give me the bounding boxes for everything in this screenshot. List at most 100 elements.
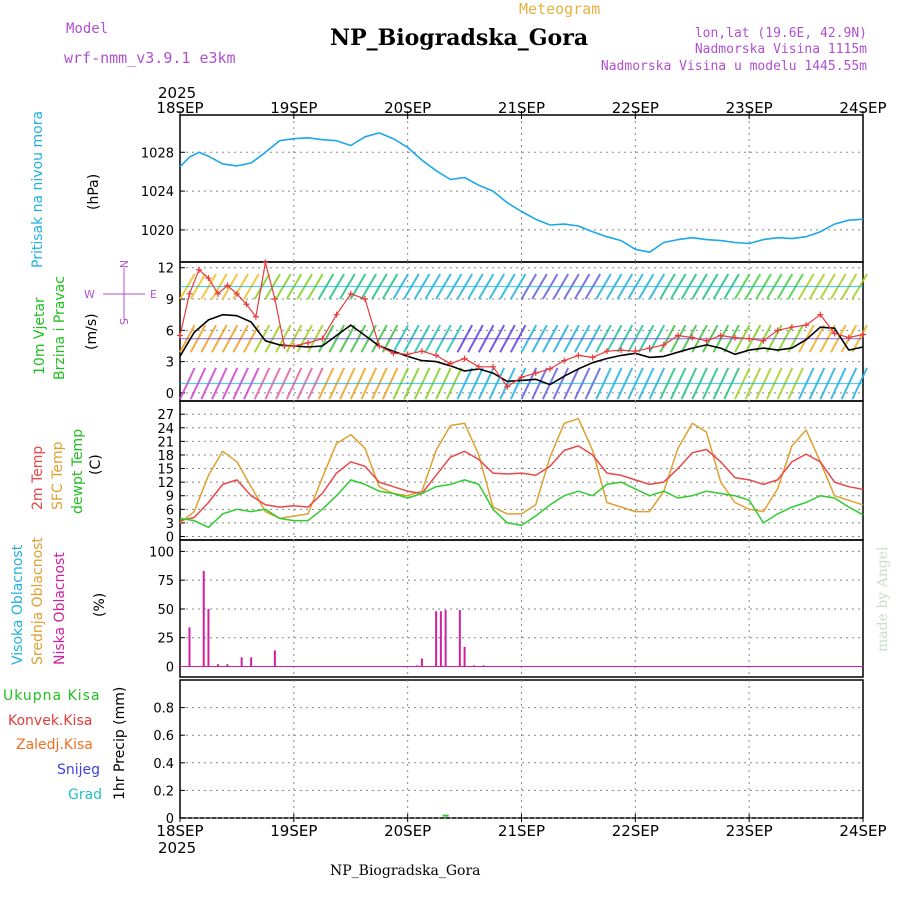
wind-gust-marker bbox=[618, 347, 625, 354]
wind-gust-marker bbox=[461, 355, 468, 362]
y-tick-label: 3 bbox=[166, 356, 174, 371]
wind-gust-marker bbox=[376, 342, 383, 349]
precip-label-snow: Snijeg bbox=[57, 762, 100, 778]
y-tick-label: 27 bbox=[157, 408, 174, 423]
pressure-label: Pritisak na nivou mora bbox=[30, 111, 46, 268]
y-tick-label: 3 bbox=[166, 517, 174, 532]
y-tick-label: 0.4 bbox=[153, 757, 174, 772]
day-label-bottom: 24SEP bbox=[839, 822, 886, 840]
wind-gust-marker bbox=[589, 354, 596, 361]
pressure-unit: (hPa) bbox=[86, 174, 102, 210]
wind-gust-marker bbox=[532, 370, 539, 377]
y-tick-label: 21 bbox=[157, 435, 174, 450]
wind-gust-marker bbox=[361, 296, 368, 303]
wind-gust-marker bbox=[774, 327, 781, 334]
compass-e: E bbox=[150, 288, 157, 301]
wind-gust-marker bbox=[418, 348, 425, 355]
y-tick-label: 0.2 bbox=[153, 784, 174, 799]
wind-gust-marker bbox=[433, 352, 440, 359]
cloud-label-low: Niska Oblacnost bbox=[52, 552, 68, 665]
day-label-top: 23SEP bbox=[726, 99, 773, 117]
grid-lines bbox=[179, 111, 864, 822]
day-label-bottom: 23SEP bbox=[726, 822, 773, 840]
y-tick-label: 9 bbox=[166, 293, 174, 308]
year-bottom: 2025 bbox=[158, 839, 196, 857]
wind-gust-marker bbox=[817, 311, 824, 318]
y-tick-label: 6 bbox=[166, 503, 174, 518]
coords-text: lon,lat (19.6E, 42.9N) bbox=[695, 26, 867, 41]
wind-label-2: Brzina i Pravac bbox=[52, 276, 68, 380]
y-tick-label: 0.8 bbox=[153, 702, 174, 717]
wind-gust-marker bbox=[319, 335, 326, 342]
wind-gust-marker bbox=[632, 348, 639, 355]
wind-gust-marker bbox=[177, 332, 183, 339]
y-tick-label: 18 bbox=[157, 449, 174, 464]
footer-station: NP_Biogradska_Gora bbox=[330, 863, 481, 879]
day-label-top: 24SEP bbox=[839, 99, 886, 117]
wind-gust-marker bbox=[603, 348, 610, 355]
y-tick-label: 0 bbox=[166, 531, 174, 546]
meteogram-subtitle: Meteogram bbox=[519, 0, 600, 18]
wind-gust-marker bbox=[475, 363, 482, 370]
y-tick-label: 100 bbox=[149, 545, 174, 560]
precip-label-frz: Zaledj.Kisa bbox=[16, 737, 93, 753]
wind-gust-marker bbox=[689, 334, 696, 341]
compass-w: W bbox=[84, 288, 95, 301]
model-elevation-text: Nadmorska Visina u modelu 1445.55m bbox=[601, 59, 867, 74]
cloud-label-mid: Srednja Oblacnost bbox=[30, 537, 46, 665]
y-tick-label: 1024 bbox=[141, 185, 174, 200]
wind-unit: (m/s) bbox=[84, 313, 100, 350]
y-tick-label: 25 bbox=[157, 632, 174, 647]
wind-label-1: 10m Vjetar bbox=[32, 297, 48, 375]
model-name: wrf-nmm_v3.9.1 e3km bbox=[64, 49, 236, 67]
model-label: Model bbox=[66, 21, 108, 37]
dewpoint-line bbox=[179, 479, 864, 529]
compass-n: N bbox=[117, 260, 130, 268]
temp-unit: (C) bbox=[88, 454, 104, 475]
day-axis-labels: 18SEP 18SEP 19SEP 19SEP 20SEP 20SEP 21SEP 21SEP… bbox=[156, 99, 886, 840]
wind-gust-marker bbox=[252, 313, 259, 320]
wind-gust-marker bbox=[860, 331, 866, 338]
wind-gust-marker bbox=[546, 365, 553, 372]
wind-gust-marker bbox=[731, 334, 738, 341]
temp-label-2m: 2m Temp bbox=[30, 446, 46, 510]
wind-gust-marker bbox=[281, 342, 288, 349]
day-label-bottom: 21SEP bbox=[498, 822, 545, 840]
wind-gust-marker bbox=[195, 266, 202, 273]
wind-gust-marker bbox=[490, 363, 497, 370]
wind-gust-marker bbox=[831, 330, 838, 337]
wind-gust-marker bbox=[447, 360, 454, 367]
wind-gust-marker bbox=[214, 290, 221, 297]
temp-2m-line bbox=[179, 445, 864, 522]
precip-label-total: Ukupna Kisa bbox=[3, 688, 101, 704]
day-label-bottom: 18SEP bbox=[156, 822, 203, 840]
y-tick-label: 1028 bbox=[141, 146, 174, 161]
elevation-text: Nadmorska Visina 1115m bbox=[695, 42, 867, 57]
wind-gust-marker bbox=[333, 311, 340, 318]
y-axis-ticks: 1020102410280369120369121518212427025507… bbox=[141, 146, 174, 827]
day-label-bottom: 22SEP bbox=[612, 822, 659, 840]
wind-gust-marker bbox=[646, 345, 653, 352]
sfc-temp-line bbox=[179, 417, 864, 524]
y-tick-label: 12 bbox=[157, 262, 174, 277]
precip-axis-label: 1hr Precip (mm) bbox=[112, 687, 128, 800]
y-tick-label: 15 bbox=[157, 463, 174, 478]
day-label-top: 21SEP bbox=[498, 99, 545, 117]
wind-gust-marker bbox=[390, 350, 397, 357]
credit-text: made by Angel bbox=[875, 546, 891, 652]
year-top: 2025 bbox=[158, 84, 196, 102]
y-tick-label: 0.6 bbox=[153, 729, 174, 744]
temp-label-dew: dewpt Temp bbox=[70, 429, 86, 514]
wind-gust-marker bbox=[404, 351, 411, 358]
cloud-label-high: Visoka Oblacnost bbox=[10, 544, 26, 665]
day-label-top: 22SEP bbox=[612, 99, 659, 117]
day-label-bottom: 20SEP bbox=[384, 822, 431, 840]
wind-gust-marker bbox=[703, 337, 710, 344]
y-tick-label: 0 bbox=[166, 661, 174, 676]
wind-gust-marker bbox=[760, 337, 767, 344]
wind-gust-marker bbox=[746, 335, 753, 342]
compass-s: S bbox=[117, 318, 130, 325]
wind-gust-marker bbox=[243, 301, 250, 308]
wind-gust-marker bbox=[717, 332, 724, 339]
wind-gust-marker bbox=[575, 352, 582, 359]
